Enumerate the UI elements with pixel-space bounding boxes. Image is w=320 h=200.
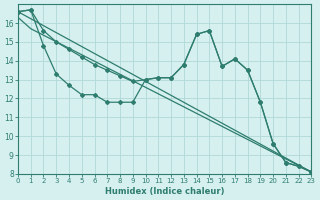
X-axis label: Humidex (Indice chaleur): Humidex (Indice chaleur) [105,187,224,196]
